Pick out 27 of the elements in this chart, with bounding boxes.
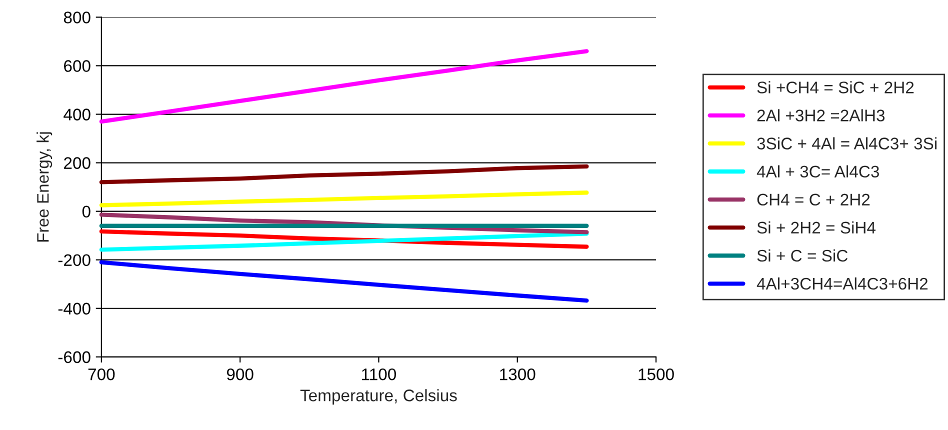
legend-label: 4Al + 3C= Al4C3: [756, 165, 879, 178]
x-tick-label: 1100: [362, 368, 396, 380]
x-tick-label: 900: [226, 368, 254, 380]
y-axis-title: Free Energy, kj: [36, 132, 52, 242]
y-tick-label: 400: [64, 108, 90, 120]
legend-label: Si +CH4 = SiC + 2H2: [757, 81, 914, 94]
line-series: [99, 190, 589, 208]
legend-label: 4Al+3CH4=Al4C3+6H2: [756, 277, 928, 290]
line-series: [99, 260, 589, 303]
legend-label: 2Al +3H2 =2AlH3: [757, 109, 885, 122]
legend-label: Si + 2H2 = SiH4: [757, 221, 876, 234]
y-tick-label: 200: [64, 157, 90, 169]
x-axis-title: Temperature, Celsius: [300, 389, 457, 405]
x-tick-label: 1300: [500, 368, 536, 380]
legend-label: 3SiC + 4Al = Al4C3+ 3Si: [757, 137, 937, 150]
line-series: [99, 49, 589, 124]
y-tick-label: 800: [64, 12, 90, 24]
y-tick-label: 600: [64, 60, 90, 72]
legend-label: CH4 = C + 2H2: [757, 194, 870, 206]
y-tick-label: -400: [58, 302, 90, 315]
y-tick-label: -200: [58, 254, 90, 266]
legend-label: Si + C = SiC: [757, 249, 848, 262]
y-tick-label: -600: [58, 351, 90, 364]
x-tick-label: 1500: [638, 368, 674, 380]
y-tick-label: 0: [82, 206, 90, 218]
line-series: [99, 164, 589, 184]
x-tick-label: 700: [88, 368, 115, 380]
